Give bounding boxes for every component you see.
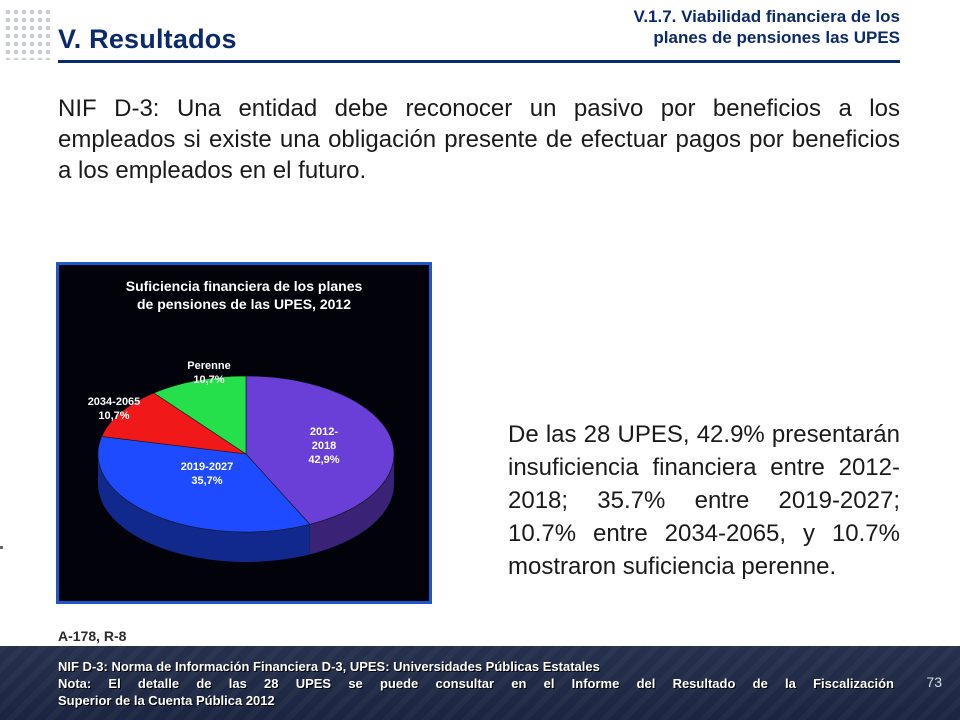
pie-label-0: 2012-2018 42,9%: [308, 426, 339, 466]
subtitle-line-1: V.1.7. Viabilidad financiera de los: [633, 7, 900, 26]
pie-chart-panel: Suficiencia financiera de los planes de …: [56, 262, 432, 604]
footnote-line-1: NIF D-3: Norma de Información Financiera…: [58, 659, 600, 674]
pie-label-3: Perenne 10,7%: [187, 360, 230, 386]
footer-band: NIF D-3: Norma de Información Financiera…: [0, 646, 960, 720]
slide-subtitle: V.1.7. Viabilidad financiera de los plan…: [480, 6, 900, 48]
pie-label-1: 2019-2027 35,7%: [181, 461, 234, 487]
footnotes: NIF D-3: Norma de Información Financiera…: [58, 658, 894, 709]
title-divider: [58, 60, 900, 63]
pie-slice-1: [97, 436, 311, 533]
page-number: 73: [926, 674, 942, 690]
chart-title-line-1: Suficiencia financiera de los planes: [125, 278, 363, 294]
pie-labels: 2012-2018 42,9% 2019-2027 35,7% 2034-2065 10,…: [88, 360, 340, 487]
intro-paragraph: NIF D-3: Una entidad debe reconocer un p…: [58, 95, 900, 184]
footnote-line-2: Nota: El detalle de las 28 UPES se puede…: [58, 676, 894, 691]
chart-title: Suficiencia financiera de los planes de …: [59, 277, 429, 313]
pie-sides: [98, 454, 394, 562]
pie-slices: [97, 375, 395, 533]
chart-title-line-2: de pensiones de las UPES, 2012: [137, 296, 351, 312]
footnote-line-3: Superior de la Cuenta Pública 2012: [58, 693, 275, 708]
pie-side-0: [309, 454, 394, 555]
decorative-dot-grid: [4, 8, 50, 60]
summary-paragraph: De las 28 UPES, 42.9% presentarán insufi…: [508, 421, 900, 580]
subtitle-line-2: planes de pensiones las UPES: [653, 28, 900, 47]
pie-slice-2: [101, 392, 247, 455]
pie-label-2: 2034-2065 10,7%: [88, 396, 141, 422]
pie-side-1: [98, 454, 310, 562]
reference-code: A-178, R-8: [58, 628, 127, 644]
pie-chart: 2012-2018 42,9% 2019-2027 35,7% 2034-2065 10,…: [88, 360, 395, 562]
pie-slice-0: [245, 375, 395, 525]
stray-mark: [0, 546, 3, 549]
section-title: V. Resultados: [58, 24, 237, 54]
pie-slice-3: [153, 375, 247, 455]
footer-texture: [0, 646, 960, 720]
